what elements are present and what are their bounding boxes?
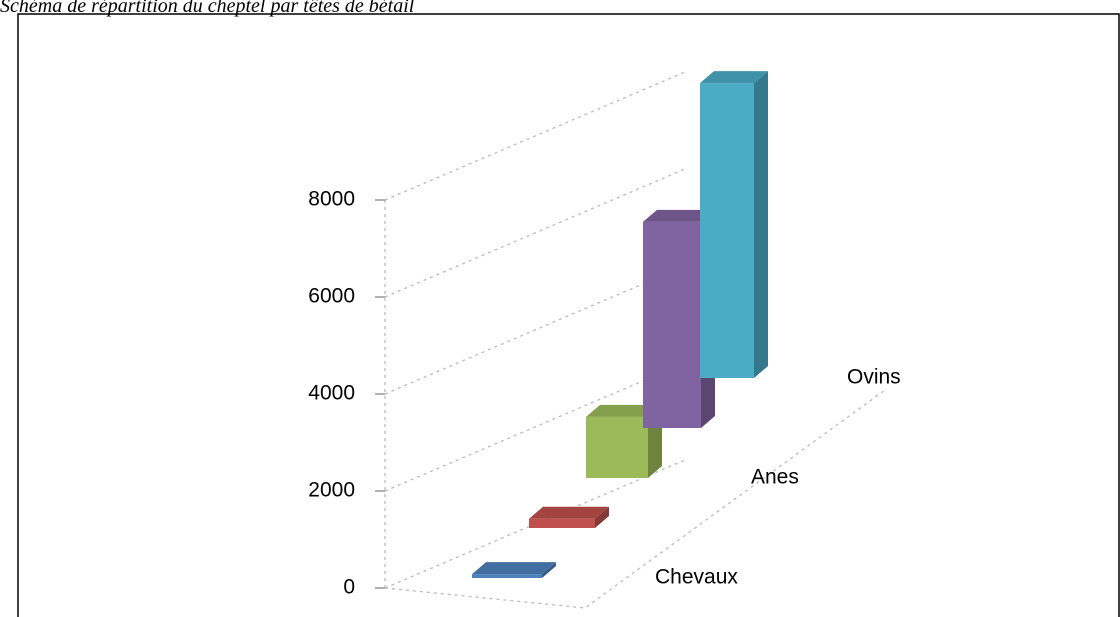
bar bbox=[529, 506, 609, 528]
bar-side bbox=[542, 562, 556, 578]
chart-title: Schéma de répartition du cheptel par têt… bbox=[0, 0, 415, 17]
bar bbox=[700, 71, 768, 379]
x-tick-label: Anes bbox=[751, 466, 799, 489]
bar-front bbox=[700, 83, 754, 379]
grid-line bbox=[384, 71, 686, 201]
bar bbox=[472, 562, 556, 578]
bar-front bbox=[472, 574, 542, 578]
grid-line bbox=[384, 265, 686, 395]
x-tick-label: Chevaux bbox=[655, 566, 738, 589]
bar bbox=[586, 404, 662, 478]
bar-front bbox=[586, 416, 648, 478]
y-tick-label: 0 bbox=[343, 576, 355, 599]
bar-top bbox=[472, 562, 556, 575]
bar-front bbox=[529, 518, 595, 528]
bar-front bbox=[643, 221, 701, 428]
y-tick-label: 8000 bbox=[308, 188, 355, 211]
grid-line bbox=[384, 362, 686, 492]
y-tick-label: 6000 bbox=[308, 285, 355, 308]
grid-line bbox=[384, 168, 686, 298]
y-tick-label: 2000 bbox=[308, 479, 355, 502]
bar-top bbox=[700, 71, 768, 84]
y-tick-label: 4000 bbox=[308, 382, 355, 405]
bar-top bbox=[529, 506, 609, 519]
x-tick-label: Ovins bbox=[847, 366, 901, 389]
bar-top bbox=[643, 209, 715, 222]
bar-side bbox=[754, 71, 768, 379]
floor-line bbox=[384, 389, 886, 609]
bar-side bbox=[595, 506, 609, 528]
